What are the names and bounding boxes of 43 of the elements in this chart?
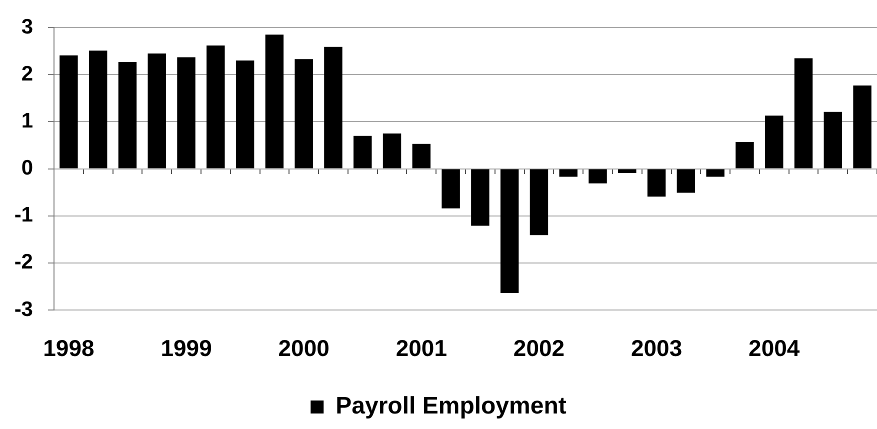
- bar: [324, 46, 342, 168]
- x-tick-label: 2003: [630, 335, 682, 362]
- x-tick-label: 2004: [748, 335, 800, 362]
- bar: [294, 59, 313, 168]
- bar: [412, 144, 431, 168]
- x-tick-label: 2001: [396, 335, 448, 362]
- bar: [471, 169, 490, 226]
- x-tick-label: 1999: [160, 335, 212, 362]
- bar: [500, 169, 519, 294]
- bar: [236, 60, 254, 168]
- bar: [765, 116, 784, 168]
- y-tick-label: 3: [21, 15, 33, 38]
- bar: [676, 169, 696, 193]
- bar: [824, 112, 842, 168]
- bar: [118, 62, 137, 168]
- bar: [647, 169, 666, 197]
- bar: [177, 57, 196, 168]
- y-tick-label: 1: [21, 110, 34, 133]
- x-tick-label: 1998: [43, 335, 94, 362]
- bar: [354, 136, 372, 168]
- bar: [853, 85, 872, 168]
- y-tick-label: 2: [21, 62, 33, 86]
- bar: [559, 169, 578, 177]
- x-tick-label: 2000: [278, 335, 330, 362]
- y-tick-label: -1: [14, 204, 34, 227]
- legend-label: Payroll Employment: [336, 392, 566, 420]
- x-tick-label: 2002: [513, 335, 565, 362]
- bar: [530, 169, 548, 236]
- bar: [736, 142, 754, 168]
- y-tick-label: -2: [14, 250, 33, 274]
- bar: [88, 50, 108, 168]
- bar: [206, 45, 225, 168]
- bar: [588, 169, 607, 184]
- bar: [148, 53, 166, 168]
- bar: [442, 169, 460, 208]
- bar: [706, 169, 724, 177]
- y-tick-label: 0: [21, 156, 33, 180]
- bar: [265, 34, 284, 168]
- bar: [382, 134, 402, 168]
- bar: [794, 58, 813, 168]
- y-tick-label: -3: [14, 298, 33, 321]
- bar: [60, 55, 78, 168]
- bar: [618, 169, 636, 174]
